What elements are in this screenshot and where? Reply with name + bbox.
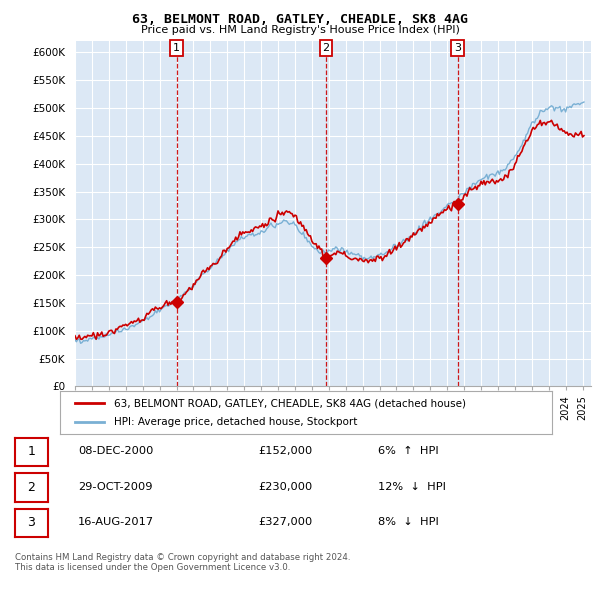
Text: 6%  ↑  HPI: 6% ↑ HPI	[378, 447, 439, 456]
Text: 8%  ↓  HPI: 8% ↓ HPI	[378, 517, 439, 527]
Text: 3: 3	[28, 516, 35, 529]
Text: 3: 3	[454, 43, 461, 53]
Text: 2: 2	[28, 481, 35, 494]
Text: 63, BELMONT ROAD, GATLEY, CHEADLE, SK8 4AG (detached house): 63, BELMONT ROAD, GATLEY, CHEADLE, SK8 4…	[114, 398, 466, 408]
Text: This data is licensed under the Open Government Licence v3.0.: This data is licensed under the Open Gov…	[15, 563, 290, 572]
Text: £327,000: £327,000	[258, 517, 312, 527]
Text: 63, BELMONT ROAD, GATLEY, CHEADLE, SK8 4AG: 63, BELMONT ROAD, GATLEY, CHEADLE, SK8 4…	[132, 13, 468, 26]
Text: HPI: Average price, detached house, Stockport: HPI: Average price, detached house, Stoc…	[114, 417, 358, 427]
Text: 2: 2	[322, 43, 329, 53]
Text: £230,000: £230,000	[258, 482, 312, 491]
Text: 08-DEC-2000: 08-DEC-2000	[78, 447, 154, 456]
Text: Contains HM Land Registry data © Crown copyright and database right 2024.: Contains HM Land Registry data © Crown c…	[15, 553, 350, 562]
Text: £152,000: £152,000	[258, 447, 312, 456]
Text: 12%  ↓  HPI: 12% ↓ HPI	[378, 482, 446, 491]
Text: Price paid vs. HM Land Registry's House Price Index (HPI): Price paid vs. HM Land Registry's House …	[140, 25, 460, 35]
Text: 1: 1	[173, 43, 180, 53]
Text: 29-OCT-2009: 29-OCT-2009	[78, 482, 152, 491]
Text: 16-AUG-2017: 16-AUG-2017	[78, 517, 154, 527]
Text: 1: 1	[28, 445, 35, 458]
